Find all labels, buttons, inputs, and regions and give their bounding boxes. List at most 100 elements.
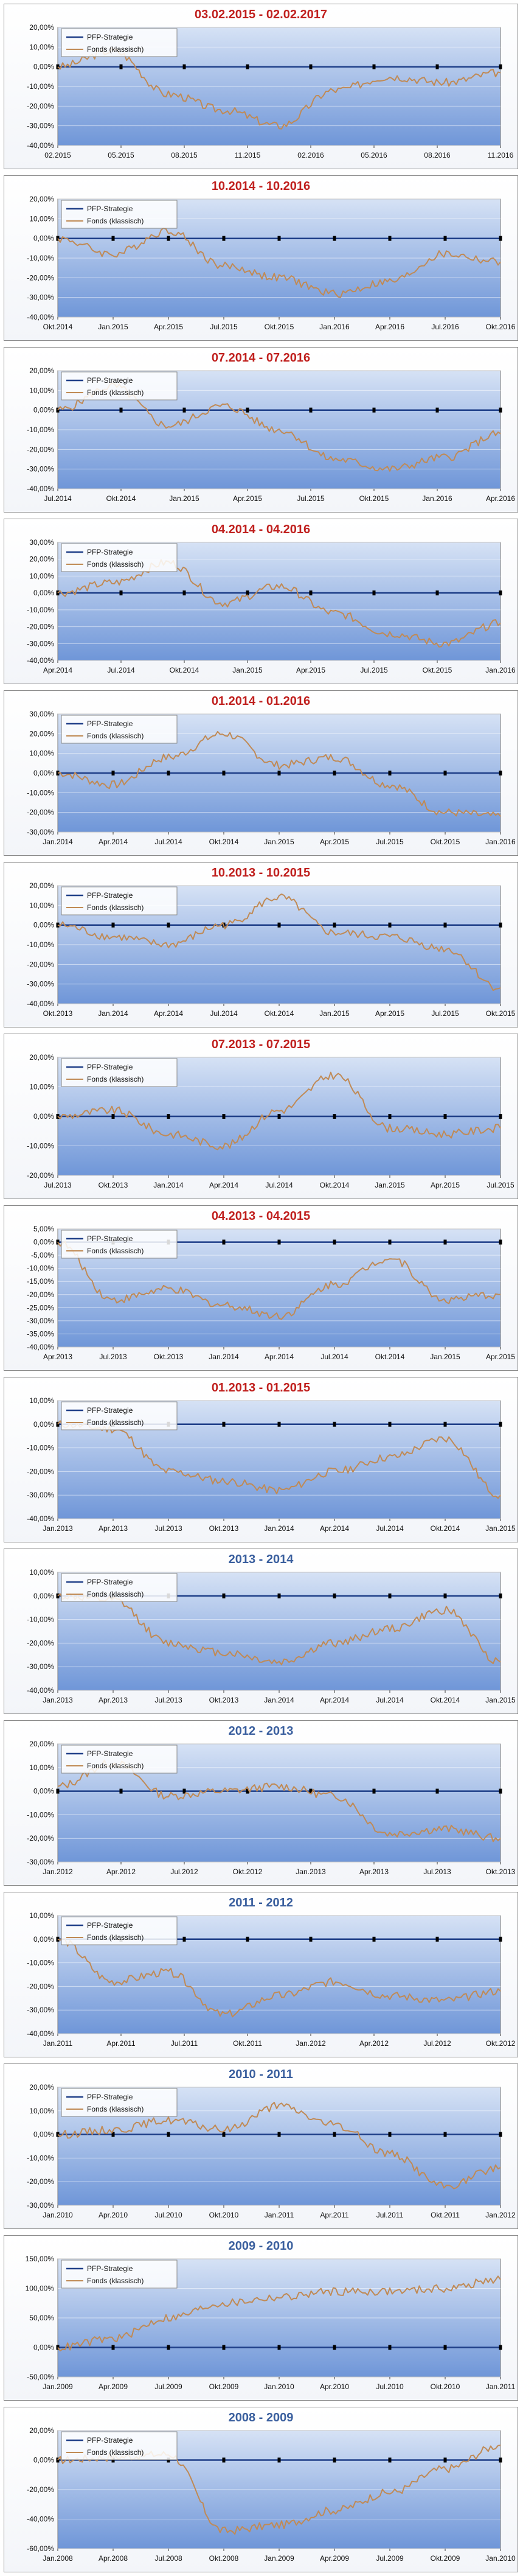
legend-label: Fonds (klassisch) <box>87 732 144 740</box>
x-tick-label: Okt.2013 <box>43 1009 73 1018</box>
x-tick-label: Jul.2013 <box>154 1696 182 1704</box>
series-marker <box>499 407 502 413</box>
x-tick-label: Jan.2011 <box>43 2039 73 2048</box>
chart-panel: 10.2014 - 10.2016 20,00% 10,00% 0,00% -10,00… <box>4 175 518 341</box>
series-marker <box>309 590 313 596</box>
series-marker <box>222 2457 226 2463</box>
y-tick-label: 0,00% <box>33 589 54 597</box>
legend-label: PFP-Strategie <box>87 1234 133 1243</box>
legend-box <box>61 1573 178 1602</box>
series-marker <box>309 64 313 69</box>
series-marker <box>246 1936 249 1942</box>
y-tick-label: 20,00% <box>29 195 54 203</box>
legend-label: PFP-Strategie <box>87 1406 133 1415</box>
x-tick-label: 02.2015 <box>44 151 71 159</box>
series-marker <box>499 590 502 596</box>
series-marker <box>333 2345 336 2350</box>
y-tick-label: -40,00% <box>27 1514 54 1523</box>
y-tick-label: 0,00% <box>33 2343 54 2352</box>
series-line-fonds <box>57 47 501 130</box>
x-tick-label: Okt.2014 <box>265 1009 294 1018</box>
y-tick-label: 5,00% <box>33 1225 54 1233</box>
x-tick-label: 08.2016 <box>424 151 451 159</box>
y-tick-label: -30,00% <box>27 465 54 474</box>
chart-svg: 150,00% 100,00% 50,00% 0,00% -50,00%Jan.2009… <box>26 2255 516 2391</box>
x-tick-label: Jan.2015 <box>264 838 294 846</box>
series-marker <box>499 922 502 928</box>
series-marker <box>388 236 392 241</box>
chart-svg: 20,00% 10,00% 0,00% -10,00% -20,00% -30,00% -4… <box>27 23 513 159</box>
series-marker <box>111 2132 115 2137</box>
y-tick-label: 0,00% <box>33 2456 54 2465</box>
x-tick-label: Apr.2015 <box>154 323 183 331</box>
y-tick-label: 0,00% <box>33 1112 54 1121</box>
x-tick-label: Apr.2015 <box>486 1353 515 1361</box>
series-marker <box>246 1788 249 1794</box>
x-tick-label: Jan.2016 <box>422 494 452 503</box>
series-marker <box>222 1239 226 1245</box>
series-marker <box>246 407 249 413</box>
series-marker <box>111 236 115 241</box>
series-marker <box>277 2457 281 2463</box>
y-tick-label: -30,00% <box>27 639 54 648</box>
series-marker <box>499 64 502 69</box>
series-marker <box>56 922 60 928</box>
x-tick-label: Okt.2015 <box>265 323 294 331</box>
x-tick-label: Jan.2013 <box>43 1524 73 1533</box>
x-tick-label: Okt.2014 <box>320 1181 350 1189</box>
x-tick-label: Jan.2014 <box>43 838 73 846</box>
x-tick-label: Okt.2013 <box>154 1353 184 1361</box>
y-tick-label: -20,00% <box>27 623 54 631</box>
legend-box <box>61 200 178 229</box>
x-tick-label: Apr.2014 <box>209 1181 238 1189</box>
chart-title: 2011 - 2012 <box>229 1896 293 1909</box>
legend-label: Fonds (klassisch) <box>87 1075 144 1083</box>
series-marker <box>333 1239 336 1245</box>
legend-box <box>61 715 178 744</box>
series-marker <box>333 1421 336 1427</box>
series-marker <box>277 1421 281 1427</box>
chart-title: 07.2014 - 07.2016 <box>211 351 311 365</box>
x-tick-label: Okt.2013 <box>99 1181 128 1189</box>
legend-box <box>61 543 178 572</box>
y-tick-label: 0,00% <box>33 406 54 415</box>
x-tick-label: Jan.2014 <box>264 1696 294 1704</box>
series-marker <box>277 1114 281 1119</box>
y-tick-label: 20,00% <box>29 1740 54 1748</box>
x-tick-label: Apr.2014 <box>43 666 72 674</box>
legend-box <box>61 1230 178 1259</box>
series-marker <box>222 1421 226 1427</box>
series-marker <box>167 771 170 775</box>
series-marker <box>499 1593 502 1598</box>
legend-label: PFP-Strategie <box>87 719 133 728</box>
x-tick-label: Jan.2009 <box>264 2554 294 2563</box>
x-tick-label: Jul.2009 <box>376 2554 404 2563</box>
series-line-fonds <box>57 1071 501 1150</box>
series-marker <box>333 1114 336 1119</box>
x-tick-label: Jul.2014 <box>107 666 135 674</box>
series-marker <box>443 1593 447 1598</box>
chart-panel: 2010 - 2011 20,00% 10,00% 0,00% -10,00% -20,0… <box>4 2063 518 2229</box>
x-tick-label: Okt.2009 <box>431 2554 460 2563</box>
series-marker <box>277 1239 281 1245</box>
x-tick-label: Jan.2015 <box>232 666 263 674</box>
chart-svg: 30,00% 20,00% 10,00% 0,00% -10,00% -20,00% -30… <box>27 710 516 846</box>
y-tick-label: -30,00% <box>27 1491 54 1499</box>
legend-label: Fonds (klassisch) <box>87 388 144 397</box>
x-tick-label: Jan.2015 <box>98 323 128 331</box>
y-tick-label: -30,00% <box>27 1317 54 1325</box>
x-tick-label: Apr.2015 <box>431 1181 460 1189</box>
x-tick-label: Apr.2010 <box>99 2211 128 2219</box>
legend-label: Fonds (klassisch) <box>87 2448 144 2457</box>
y-tick-label: 10,00% <box>29 749 54 758</box>
x-tick-label: Apr.2011 <box>320 2211 348 2219</box>
series-marker <box>435 590 439 596</box>
x-tick-label: Jan.2013 <box>43 1696 73 1704</box>
series-marker <box>435 407 439 413</box>
y-tick-label: -40,00% <box>27 1343 54 1351</box>
series-marker <box>499 2132 502 2137</box>
series-marker <box>443 236 447 241</box>
series-marker <box>111 1114 115 1119</box>
x-tick-label: Jul.2015 <box>376 838 404 846</box>
